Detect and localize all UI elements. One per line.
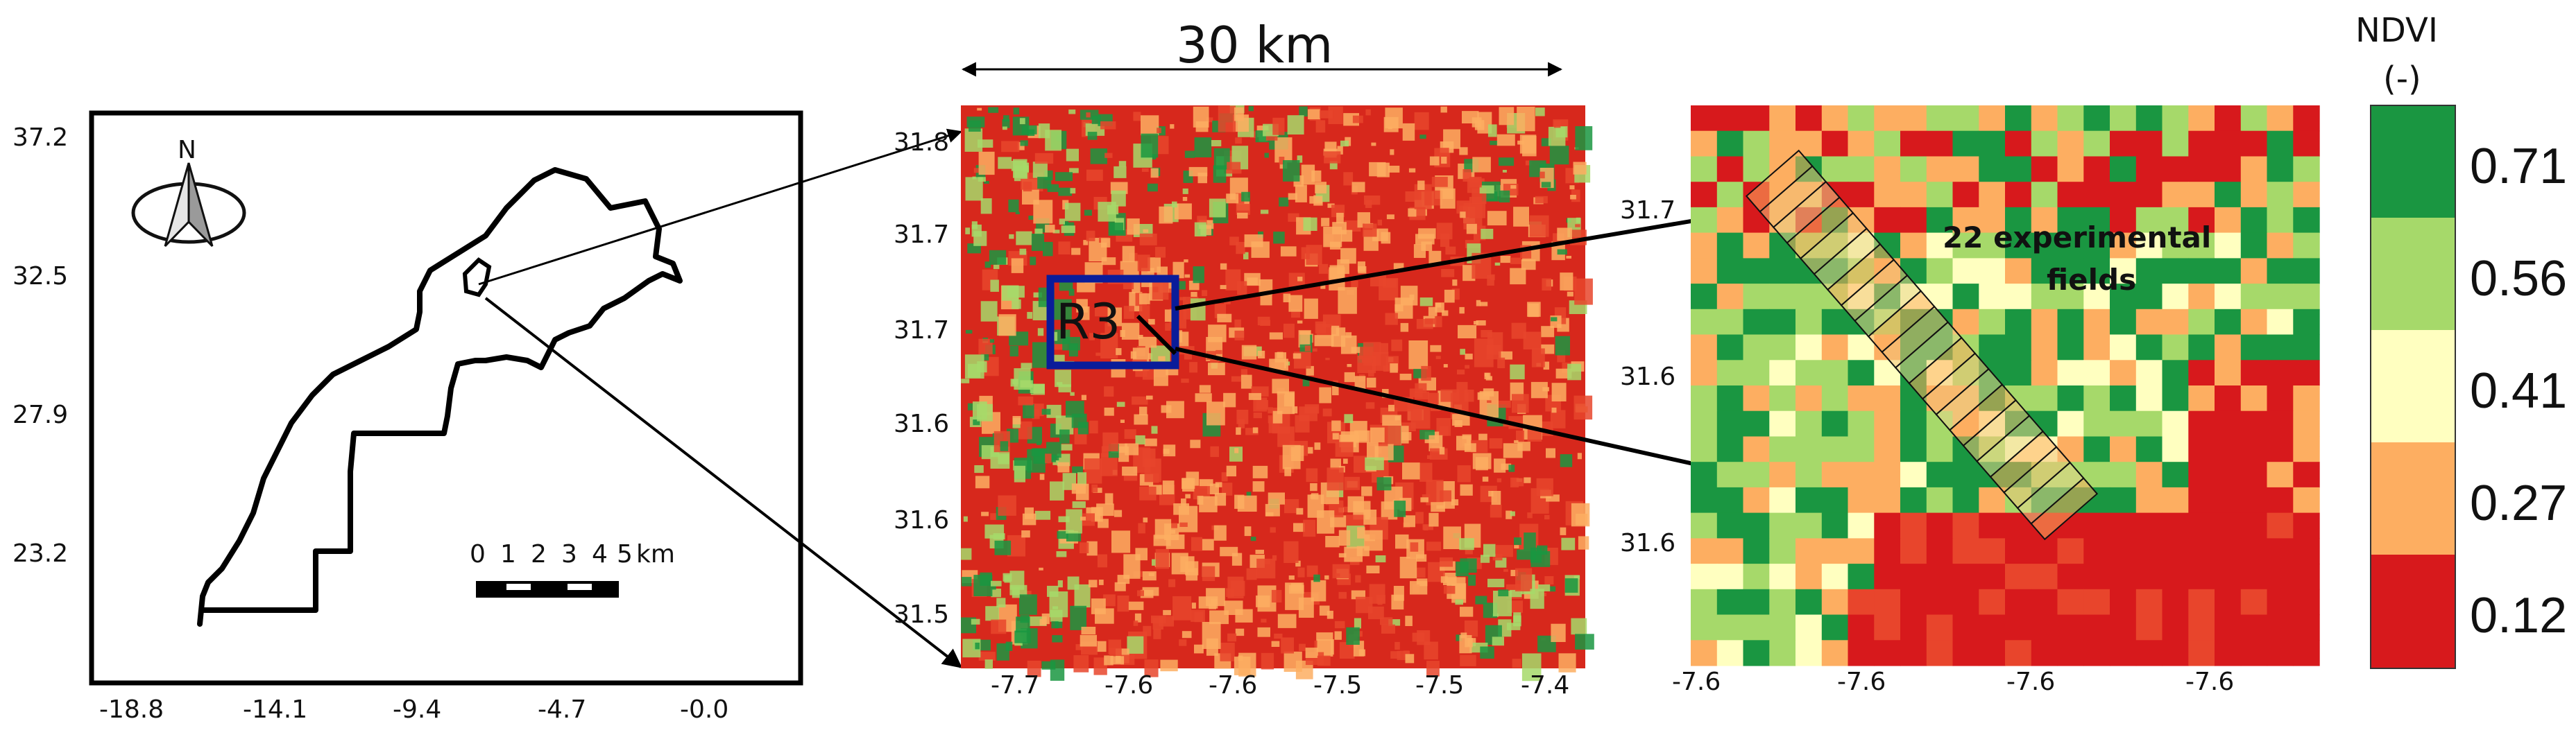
p2-xtick-3: -7.5	[1313, 671, 1362, 700]
p3-xtick-2: -7.6	[2006, 668, 2055, 696]
colorbar-swatch-2	[2371, 330, 2455, 442]
p1-xtick-4: -0.0	[680, 695, 728, 724]
p2-ytick-3: 31.6	[894, 410, 949, 438]
connector-arrow-bottom	[484, 297, 963, 668]
north-arrow-icon: N	[131, 136, 246, 248]
p2-ytick-5: 31.5	[894, 600, 949, 629]
distance-label: 30 km	[1176, 16, 1333, 74]
p1-ytick-3: 23.2	[12, 539, 68, 568]
colorbar-label-3: 0.27	[2470, 476, 2567, 531]
fields-annotation-line2: fields	[2047, 263, 2136, 297]
colorbar-swatch-1	[2371, 218, 2455, 330]
fields-annotation-line1: 22 experimental	[1943, 220, 2211, 254]
experimental-field	[2030, 477, 2099, 541]
scalebar-label-4: 4	[592, 540, 608, 569]
regional-ndvi-map: 30 km R3 31.8 31.7 31.7 31.6 31.6 31.5 -…	[894, 16, 1594, 700]
colorbar-title-line1: NDVI	[2355, 11, 2438, 50]
p1-xtick-2: -9.4	[393, 695, 441, 724]
r3-label: R3	[1056, 293, 1120, 350]
p2-ytick-2: 31.7	[894, 316, 949, 345]
colorbar-label-0: 0.71	[2470, 139, 2567, 194]
colorbar-swatch-0	[2371, 105, 2455, 218]
scalebar-label-3: 3	[561, 540, 577, 569]
p1-xtick-3: -4.7	[538, 695, 586, 724]
country-outline	[197, 167, 683, 627]
connector-arrow-top	[478, 128, 963, 286]
p2-xtick-1: -7.6	[1104, 671, 1153, 700]
colorbar-swatch-4	[2371, 555, 2455, 668]
colorbar-swatch-3	[2371, 442, 2455, 555]
p1-ytick-2: 27.9	[12, 401, 68, 429]
p3-ytick-2: 31.6	[1620, 529, 1675, 557]
p2-xtick-5: -7.4	[1521, 671, 1569, 700]
p2-ytick-0: 31.8	[894, 128, 949, 157]
scale-bar: 0 1 2 3 4 5 km	[470, 540, 675, 598]
p1-xtick-0: -18.8	[99, 695, 164, 724]
colorbar-frame	[2370, 105, 2456, 669]
experimental-fields-strip	[1745, 149, 2099, 541]
overview-frame	[89, 110, 803, 686]
experimental-fields-map: 22 experimental fields 31.7 31.6 31.6 -7…	[1620, 105, 2320, 696]
colorbar-label-2: 0.41	[2470, 363, 2567, 419]
inset-marker	[462, 257, 492, 297]
north-label: N	[178, 136, 196, 164]
p3-ytick-0: 31.7	[1620, 196, 1675, 225]
p2-xtick-4: -7.5	[1415, 671, 1464, 700]
p3-xtick-1: -7.6	[1837, 668, 1886, 696]
scalebar-label-5: 5	[617, 540, 633, 569]
p1-ytick-0: 37.2	[12, 123, 68, 152]
scalebar-label-0: 0	[470, 540, 486, 569]
colorbar-label-1: 0.56	[2470, 251, 2567, 306]
zoom-arrow-top	[1175, 202, 1743, 311]
p1-xtick-1: -14.1	[243, 695, 307, 724]
p3-ytick-1: 31.6	[1620, 363, 1675, 391]
p2-xtick-0: -7.7	[991, 671, 1039, 700]
p2-ytick-4: 31.6	[894, 506, 949, 535]
ndvi-colorbar: NDVI (-) 0.71 0.56 0.41 0.27 0.12	[2355, 11, 2567, 669]
colorbar-title-line2: (-)	[2383, 60, 2421, 98]
p2-xtick-2: -7.6	[1209, 671, 1257, 700]
p2-ytick-1: 31.7	[894, 220, 949, 249]
overview-map: N 0 1 2 3 4 5 km 37.2 32.5 27.9 23.2 -18…	[12, 110, 803, 724]
scalebar-unit: km	[636, 540, 675, 569]
r3-box	[1046, 275, 1179, 370]
p3-xtick-3: -7.6	[2185, 668, 2234, 696]
r3-pointer	[1136, 314, 1177, 356]
scalebar-label-2: 2	[531, 540, 547, 569]
scalebar-label-1: 1	[500, 540, 516, 569]
p1-ytick-1: 32.5	[12, 262, 68, 291]
fields-ndvi-grid	[1691, 105, 2320, 666]
colorbar-label-4: 0.12	[2470, 588, 2567, 643]
p3-xtick-0: -7.6	[1672, 668, 1721, 696]
